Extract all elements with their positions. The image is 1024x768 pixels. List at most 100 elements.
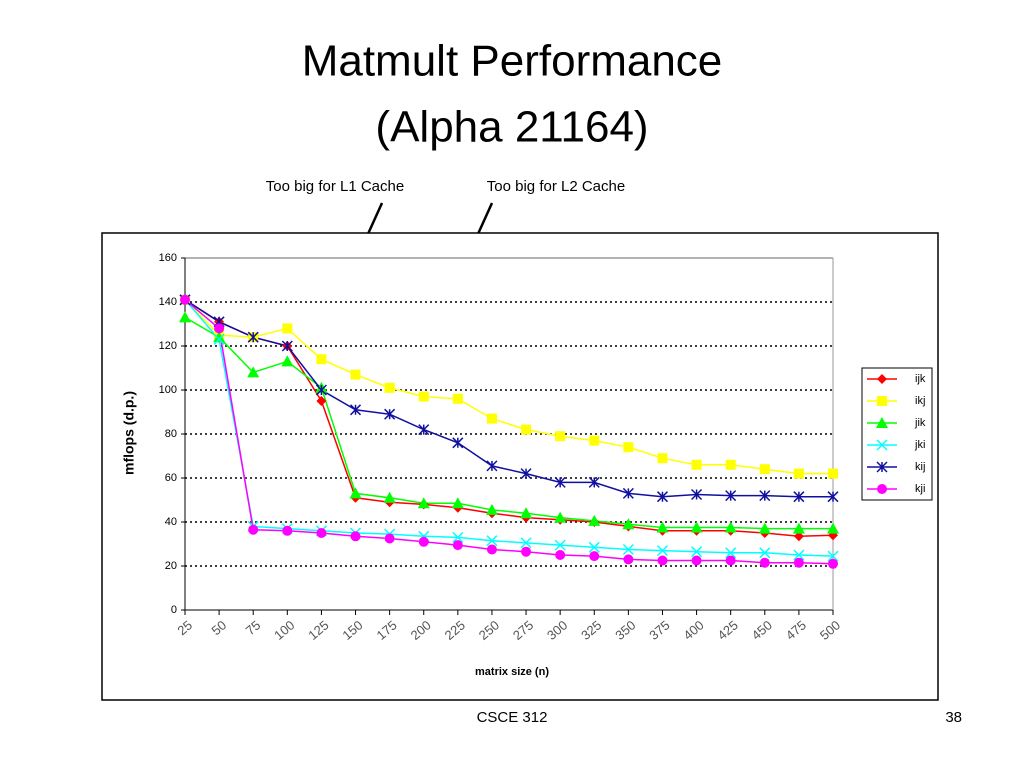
- marker: [759, 464, 770, 475]
- marker: [690, 521, 703, 533]
- marker: [554, 539, 566, 551]
- marker: [759, 490, 771, 502]
- legend-label: jik: [914, 417, 926, 429]
- marker: [282, 525, 293, 536]
- y-tick-label: 100: [159, 384, 177, 396]
- marker: [452, 437, 464, 449]
- marker: [486, 460, 498, 472]
- series-line: [184, 299, 834, 538]
- marker: [793, 491, 805, 503]
- marker: [180, 294, 190, 305]
- y-tick-label: 40: [165, 516, 177, 528]
- marker: [657, 555, 668, 566]
- marker: [656, 521, 669, 533]
- y-tick-label: 120: [159, 340, 177, 352]
- legend-label: kji: [915, 483, 925, 495]
- marker: [452, 531, 464, 543]
- marker: [877, 484, 887, 494]
- marker: [758, 522, 771, 534]
- y-tick-label: 20: [165, 560, 177, 572]
- marker: [588, 476, 600, 488]
- series-line: [184, 316, 833, 530]
- marker: [452, 393, 463, 404]
- marker: [589, 435, 600, 446]
- marker: [623, 554, 634, 565]
- marker: [623, 442, 634, 453]
- marker: [759, 557, 770, 568]
- marker: [350, 369, 361, 380]
- marker: [691, 459, 702, 470]
- marker: [247, 366, 260, 378]
- legend-label: jki: [914, 439, 925, 451]
- legend: [861, 367, 933, 501]
- marker: [520, 537, 532, 549]
- marker: [725, 490, 737, 502]
- marker: [418, 424, 430, 436]
- marker: [725, 555, 736, 566]
- annotation: Too big for L2 Cache: [487, 178, 625, 195]
- y-tick-label: 160: [159, 252, 177, 264]
- marker: [555, 431, 566, 442]
- marker: [451, 497, 464, 509]
- marker: [827, 491, 839, 503]
- marker: [876, 461, 888, 473]
- marker: [876, 417, 888, 428]
- marker: [349, 487, 362, 499]
- slide-title: (Alpha 21164): [375, 103, 648, 152]
- legend-label: ikj: [915, 395, 925, 407]
- marker: [486, 535, 498, 547]
- legend-label: kij: [915, 461, 925, 473]
- marker: [725, 547, 737, 559]
- marker: [520, 507, 533, 519]
- y-tick-label: 80: [165, 428, 177, 440]
- series-line: [184, 299, 833, 498]
- marker: [588, 514, 601, 526]
- marker: [622, 518, 635, 530]
- marker: [588, 541, 600, 553]
- marker: [828, 558, 838, 569]
- marker: [520, 468, 532, 480]
- marker: [214, 323, 225, 334]
- legend-label: ijk: [915, 373, 926, 385]
- marker: [213, 333, 225, 345]
- marker: [417, 497, 430, 509]
- marker: [452, 540, 463, 551]
- marker: [213, 331, 226, 343]
- marker: [876, 439, 888, 451]
- marker: [589, 551, 600, 562]
- marker: [827, 522, 839, 534]
- marker: [248, 524, 259, 535]
- marker: [691, 488, 703, 501]
- marker: [384, 533, 395, 544]
- marker: [622, 487, 634, 499]
- chart-frame: [101, 232, 939, 701]
- marker: [384, 408, 396, 420]
- marker: [622, 543, 634, 556]
- marker: [349, 404, 362, 416]
- marker: [877, 396, 887, 406]
- marker: [554, 476, 566, 488]
- marker: [521, 424, 532, 435]
- marker: [656, 545, 669, 557]
- marker: [281, 355, 294, 367]
- x-axis-title: matrix size (n): [475, 666, 549, 678]
- marker: [281, 340, 293, 352]
- marker: [486, 544, 497, 555]
- page-number: 38: [945, 709, 962, 726]
- marker: [656, 491, 669, 503]
- marker: [793, 557, 804, 568]
- marker: [793, 531, 804, 542]
- marker: [247, 331, 259, 343]
- marker: [827, 550, 839, 562]
- annotation: Too big for L1 Cache: [266, 178, 404, 195]
- marker: [316, 354, 327, 365]
- marker: [383, 491, 396, 503]
- marker: [724, 521, 737, 533]
- y-axis-title: mflops (d.p.): [121, 391, 137, 475]
- marker: [418, 391, 429, 402]
- series-line: [184, 299, 834, 565]
- marker: [384, 382, 395, 393]
- marker: [485, 503, 498, 515]
- marker: [521, 546, 532, 557]
